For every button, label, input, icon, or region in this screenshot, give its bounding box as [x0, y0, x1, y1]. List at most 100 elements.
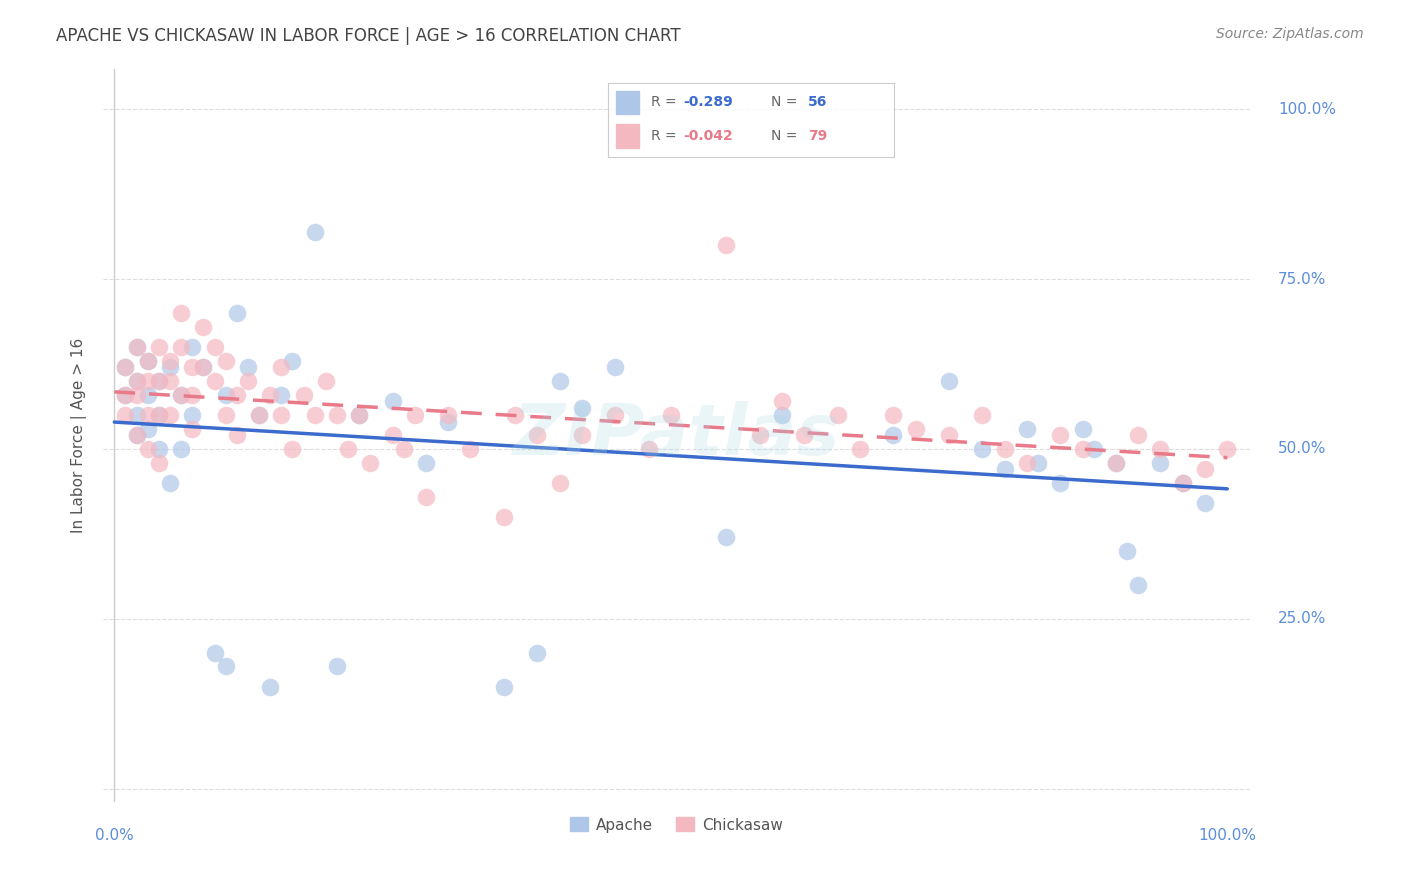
Point — [236, 360, 259, 375]
Point — [148, 374, 170, 388]
Point — [326, 408, 349, 422]
Text: 50.0%: 50.0% — [1278, 442, 1326, 457]
Point — [1049, 428, 1071, 442]
Point — [972, 442, 994, 456]
Point — [270, 360, 292, 375]
Point — [347, 408, 370, 422]
Point — [170, 442, 193, 456]
Point — [125, 428, 148, 442]
Point — [1105, 456, 1128, 470]
Point — [148, 442, 170, 456]
Point — [214, 353, 236, 368]
Point — [114, 387, 136, 401]
Point — [159, 374, 181, 388]
Point — [148, 340, 170, 354]
Point — [994, 442, 1017, 456]
Point — [114, 360, 136, 375]
Point — [548, 475, 571, 490]
Point — [170, 340, 193, 354]
Point — [204, 374, 226, 388]
Point — [204, 646, 226, 660]
Point — [148, 374, 170, 388]
Point — [437, 408, 460, 422]
Point — [225, 387, 247, 401]
Point — [605, 408, 627, 422]
Point — [181, 360, 204, 375]
Point — [1128, 428, 1150, 442]
Text: 100.0%: 100.0% — [1278, 102, 1336, 117]
Point — [281, 442, 304, 456]
Point — [136, 442, 159, 456]
Point — [125, 374, 148, 388]
Point — [236, 374, 259, 388]
Point — [659, 408, 682, 422]
Point — [204, 340, 226, 354]
Point — [148, 456, 170, 470]
Point — [770, 394, 793, 409]
Point — [148, 408, 170, 422]
Point — [637, 442, 659, 456]
Point — [492, 680, 515, 694]
Point — [125, 428, 148, 442]
Point — [904, 422, 927, 436]
Point — [415, 490, 437, 504]
Point — [114, 360, 136, 375]
Point — [181, 408, 204, 422]
Text: 100.0%: 100.0% — [1198, 828, 1256, 843]
Point — [125, 408, 148, 422]
Point — [437, 415, 460, 429]
Point — [748, 428, 770, 442]
Text: 75.0%: 75.0% — [1278, 272, 1326, 286]
Text: ZIPatlas: ZIPatlas — [513, 401, 839, 470]
Point — [571, 428, 593, 442]
Point — [1216, 442, 1239, 456]
Point — [304, 225, 326, 239]
Point — [326, 659, 349, 673]
Point — [270, 408, 292, 422]
Point — [381, 428, 404, 442]
Point — [347, 408, 370, 422]
Point — [281, 353, 304, 368]
Point — [181, 422, 204, 436]
Point — [259, 387, 281, 401]
Point — [136, 353, 159, 368]
Point — [259, 680, 281, 694]
Point — [526, 428, 548, 442]
Point — [359, 456, 381, 470]
Point — [770, 408, 793, 422]
Point — [1116, 544, 1139, 558]
Point — [882, 408, 904, 422]
Point — [526, 646, 548, 660]
Point — [159, 408, 181, 422]
Text: APACHE VS CHICKASAW IN LABOR FORCE | AGE > 16 CORRELATION CHART: APACHE VS CHICKASAW IN LABOR FORCE | AGE… — [56, 27, 681, 45]
Point — [159, 475, 181, 490]
Point — [125, 374, 148, 388]
Point — [1171, 475, 1194, 490]
Point — [193, 319, 215, 334]
Point — [605, 360, 627, 375]
Point — [1083, 442, 1105, 456]
Point — [136, 408, 159, 422]
Point — [125, 340, 148, 354]
Point — [193, 360, 215, 375]
Point — [159, 353, 181, 368]
Point — [1171, 475, 1194, 490]
Point — [181, 340, 204, 354]
Point — [404, 408, 426, 422]
Point — [114, 387, 136, 401]
Point — [214, 659, 236, 673]
Point — [225, 428, 247, 442]
Point — [1128, 578, 1150, 592]
Point — [292, 387, 315, 401]
Point — [849, 442, 872, 456]
Point — [972, 408, 994, 422]
Point — [136, 353, 159, 368]
Point — [994, 462, 1017, 476]
Point — [793, 428, 815, 442]
Point — [214, 387, 236, 401]
Point — [1105, 456, 1128, 470]
Point — [247, 408, 270, 422]
Text: 0.0%: 0.0% — [96, 828, 134, 843]
Point — [337, 442, 360, 456]
Point — [415, 456, 437, 470]
